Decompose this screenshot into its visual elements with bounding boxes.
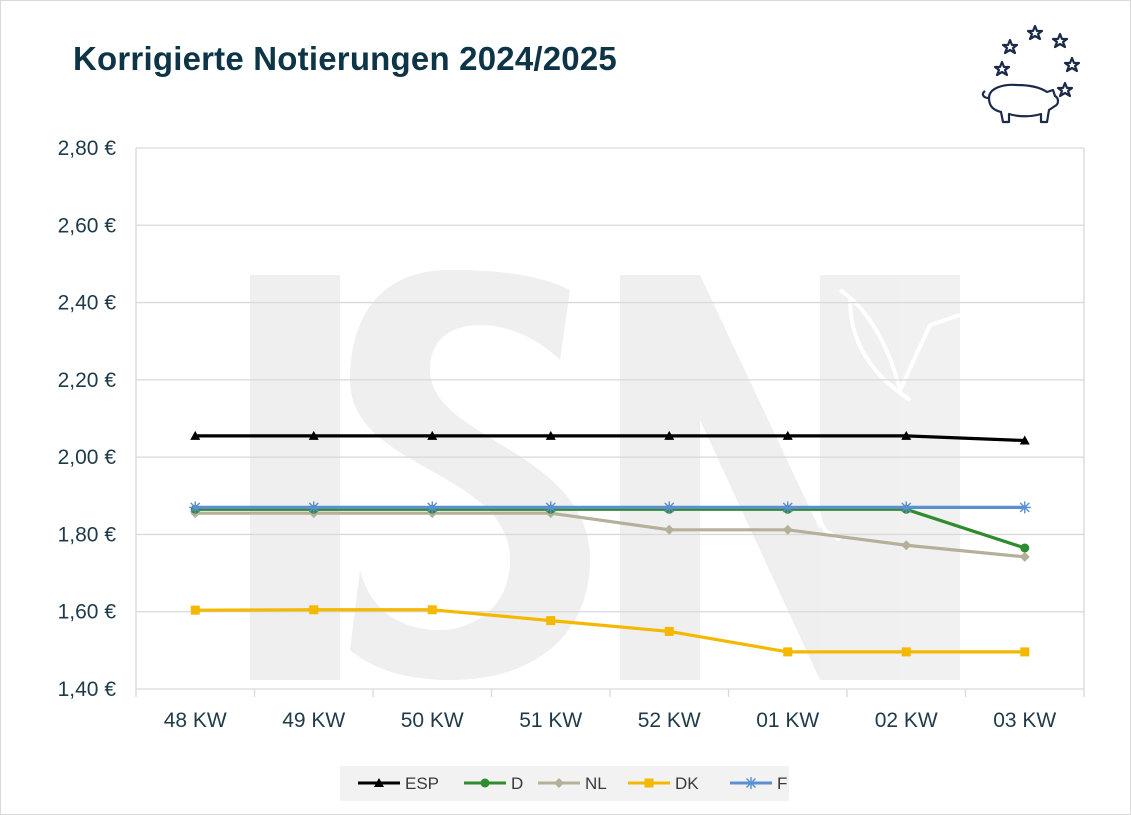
legend-item-esp: ESP (358, 774, 439, 793)
series-line (195, 434, 1025, 443)
x-tick-label: 01 KW (756, 709, 819, 732)
data-point (308, 430, 319, 440)
data-point (782, 524, 793, 535)
legend-label: F (777, 774, 787, 793)
data-point (307, 501, 320, 514)
x-tick-label: 48 KW (164, 709, 227, 732)
legend-label: NL (585, 774, 607, 793)
legend-item-nl: NL (538, 774, 607, 793)
data-point (1018, 501, 1031, 514)
x-tick-label: 50 KW (401, 709, 464, 732)
data-point (544, 501, 557, 514)
legend-label: D (511, 774, 523, 793)
grid (135, 147, 1085, 690)
data-point (900, 501, 913, 514)
series-f (189, 501, 1031, 514)
data-point (426, 501, 439, 514)
series (189, 430, 1031, 657)
data-point (480, 778, 490, 788)
isn-watermark (250, 270, 960, 680)
x-tick-label: 02 KW (875, 709, 938, 732)
data-point (189, 501, 202, 514)
data-point (781, 501, 794, 514)
data-point (663, 501, 676, 514)
series-line (195, 507, 1026, 550)
data-point (1020, 647, 1030, 657)
data-point (901, 540, 912, 551)
data-point (664, 524, 675, 535)
legend: ESP D NL DK F (340, 766, 789, 801)
data-point (309, 605, 319, 615)
legend-label: DK (675, 774, 699, 793)
x-tick-label: 51 KW (519, 709, 582, 732)
x-tick-label: 49 KW (282, 709, 345, 732)
y-tick-label: 2,60 € (58, 214, 117, 237)
data-point (901, 647, 911, 657)
y-tick-label: 1,80 € (58, 523, 117, 546)
data-point (374, 778, 384, 787)
legend-item-dk: DK (628, 774, 699, 793)
y-tick-label: 2,00 € (58, 446, 117, 469)
series-line (195, 511, 1025, 559)
y-tick-label: 2,80 € (58, 137, 117, 160)
pig-with-stars-icon (981, 24, 1081, 124)
y-tick-label: 2,40 € (58, 292, 117, 315)
chart-title: Korrigierte Notierungen 2024/2025 (73, 40, 617, 77)
y-tick-label: 1,60 € (58, 601, 117, 624)
series-line (195, 608, 1025, 654)
data-point (1019, 551, 1030, 562)
y-tick-label: 2,20 € (58, 369, 117, 392)
data-point (782, 430, 793, 440)
y-tick-label: 1,40 € (58, 678, 117, 701)
data-point (664, 430, 675, 440)
data-point (546, 616, 556, 626)
data-point (190, 605, 200, 615)
legend-item-f: F (730, 774, 787, 793)
data-point (190, 430, 201, 440)
series-esp (190, 430, 1030, 445)
data-point (901, 430, 912, 440)
x-tick-label: 03 KW (993, 709, 1056, 732)
data-point (664, 626, 674, 636)
data-point (783, 647, 793, 657)
axes: 1,40 € 1,60 € 1,80 € 2,00 € 2,20 € 2,40 € 2,60… (58, 137, 1085, 732)
legend-item-d: D (464, 774, 523, 793)
data-point (554, 778, 564, 788)
data-point (427, 430, 438, 440)
x-tick-label: 52 KW (638, 709, 701, 732)
data-point (1020, 543, 1030, 553)
data-point (545, 430, 556, 440)
data-point (427, 605, 437, 615)
data-point (644, 778, 654, 788)
data-point (1019, 435, 1030, 445)
series-dk (190, 605, 1030, 657)
data-point (745, 777, 757, 789)
legend-label: ESP (405, 774, 439, 793)
